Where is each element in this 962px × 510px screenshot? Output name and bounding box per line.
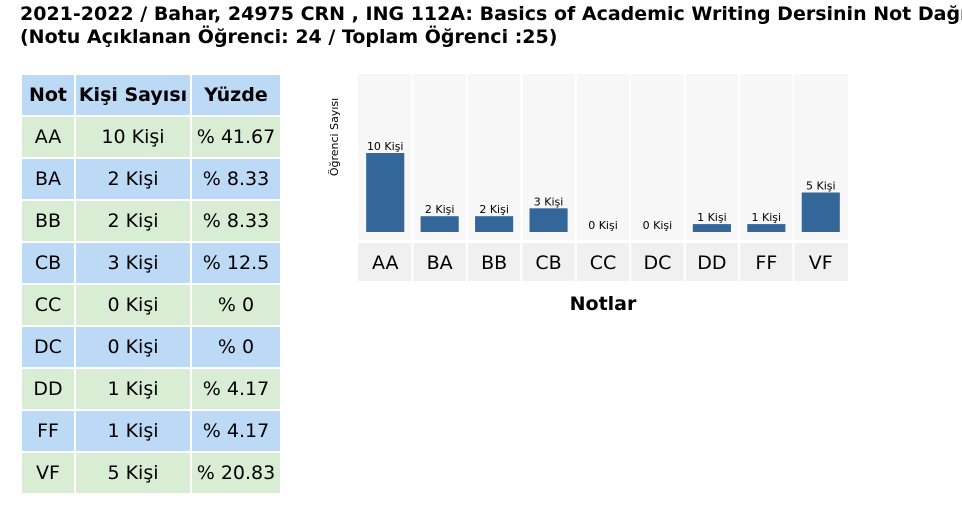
cell-grade: AA — [22, 117, 74, 157]
x-tick-label: DC — [643, 252, 671, 274]
data-label: 0 Kişi — [588, 219, 618, 232]
cell-grade: VF — [22, 453, 74, 493]
table-row: VF 5 Kişi % 20.83 — [22, 453, 280, 493]
cell-grade: CB — [22, 243, 74, 283]
table-row: DD 1 Kişi % 4.17 — [22, 369, 280, 409]
data-label: 2 Kişi — [479, 203, 509, 216]
cell-grade: CC — [22, 285, 74, 325]
table-row: CC 0 Kişi % 0 — [22, 285, 280, 325]
table-row: FF 1 Kişi % 4.17 — [22, 411, 280, 451]
cell-grade: BB — [22, 201, 74, 241]
bar-vf — [801, 192, 840, 232]
cell-grade: BA — [22, 159, 74, 199]
bar-aa — [366, 153, 405, 232]
bar-dd — [692, 224, 731, 232]
cell-count: 3 Kişi — [76, 243, 190, 283]
title-line-2: (Notu Açıklanan Öğrenci: 24 / Toplam Öğr… — [20, 26, 558, 48]
cell-count: 0 Kişi — [76, 285, 190, 325]
cell-grade: DC — [22, 327, 74, 367]
x-tick-label: VF — [809, 252, 833, 274]
cell-percent: % 4.17 — [192, 369, 280, 409]
page-title: 2021-2022 / Bahar, 24975 CRN , ING 112A:… — [20, 3, 962, 49]
cell-count: 10 Kişi — [76, 117, 190, 157]
cell-percent: % 8.33 — [192, 159, 280, 199]
cell-percent: % 12.5 — [192, 243, 280, 283]
cell-count: 5 Kişi — [76, 453, 190, 493]
table-row: BA 2 Kişi % 8.33 — [22, 159, 280, 199]
cell-percent: % 8.33 — [192, 201, 280, 241]
x-tick-label: BB — [481, 252, 507, 274]
bar-cb — [529, 208, 568, 232]
data-label: 0 Kişi — [643, 219, 673, 232]
bar-ba — [420, 216, 459, 232]
cell-grade: FF — [22, 411, 74, 451]
data-label: 1 Kişi — [697, 211, 727, 224]
grade-distribution-table: Not Kişi Sayısı Yüzde AA 10 Kişi % 41.67… — [20, 73, 282, 495]
bar-bb — [475, 216, 514, 232]
table-row: DC 0 Kişi % 0 — [22, 327, 280, 367]
cell-percent: % 41.67 — [192, 117, 280, 157]
data-label: 2 Kişi — [425, 203, 455, 216]
table-row: CB 3 Kişi % 12.5 — [22, 243, 280, 283]
x-tick-label: AA — [372, 252, 399, 274]
cell-count: 0 Kişi — [76, 327, 190, 367]
x-tick-label: DD — [697, 252, 726, 274]
column-header-count: Kişi Sayısı — [76, 75, 190, 115]
cell-count: 2 Kişi — [76, 159, 190, 199]
y-axis-title: Öğrenci Sayısı — [328, 98, 341, 176]
table-row: AA 10 Kişi % 41.67 — [22, 117, 280, 157]
x-tick-label: CB — [535, 252, 561, 274]
cell-percent: % 0 — [192, 285, 280, 325]
data-label: 1 Kişi — [752, 211, 782, 224]
data-label: 3 Kişi — [534, 195, 564, 208]
column-header-percent: Yüzde — [192, 75, 280, 115]
cell-count: 2 Kişi — [76, 201, 190, 241]
cell-count: 1 Kişi — [76, 411, 190, 451]
data-label: 5 Kişi — [806, 180, 836, 193]
cell-grade: DD — [22, 369, 74, 409]
column-header-grade: Not — [22, 75, 74, 115]
x-tick-label: CC — [590, 252, 617, 274]
plot-area — [358, 74, 848, 240]
table-row: BB 2 Kişi % 8.33 — [22, 201, 280, 241]
bar-ff — [747, 224, 786, 232]
cell-percent: % 0 — [192, 327, 280, 367]
cell-count: 1 Kişi — [76, 369, 190, 409]
data-label: 10 Kişi — [367, 140, 404, 153]
grade-bar-chart: 10 Kişi 2 Kişi 2 Kişi 3 Kişi 0 Kişi 0 Kişi 1 K… — [328, 74, 848, 315]
title-line-1: 2021-2022 / Bahar, 24975 CRN , ING 112A:… — [20, 3, 962, 25]
x-tick-label: BA — [427, 252, 453, 274]
x-axis-band — [358, 243, 848, 281]
x-tick-label: FF — [755, 252, 777, 274]
table-header-row: Not Kişi Sayısı Yüzde — [22, 75, 280, 115]
cell-percent: % 20.83 — [192, 453, 280, 493]
x-axis-title: Notlar — [570, 293, 637, 315]
cell-percent: % 4.17 — [192, 411, 280, 451]
